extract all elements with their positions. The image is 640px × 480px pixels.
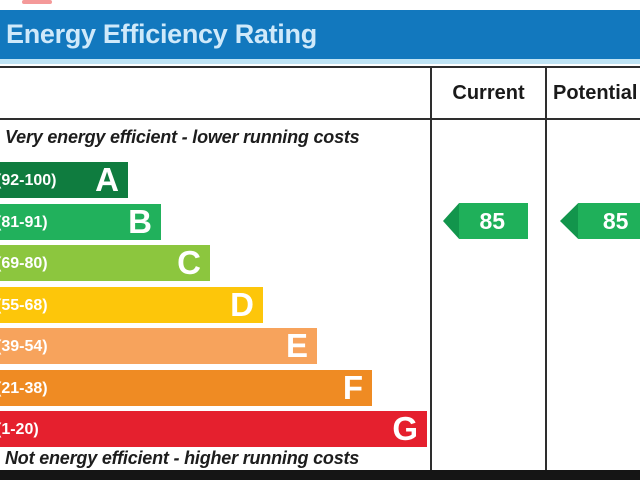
band-range-label: (1-20) bbox=[0, 421, 39, 438]
column-divider-potential bbox=[545, 66, 547, 470]
column-header-potential: Potential bbox=[553, 81, 638, 104]
column-header-current: Current bbox=[452, 81, 525, 104]
band-G: (1-20) G bbox=[0, 411, 427, 447]
band-range-label: (55-68) bbox=[0, 297, 48, 314]
band-letter: G bbox=[392, 410, 418, 447]
bottom-border-bar bbox=[0, 470, 640, 480]
band-letter: C bbox=[177, 244, 201, 281]
chart-title: Energy Efficiency Rating bbox=[6, 19, 317, 49]
band-range-label: (81-91) bbox=[0, 214, 48, 231]
band-range-label: (21-38) bbox=[0, 380, 48, 397]
title-bar: Energy Efficiency Rating bbox=[0, 10, 640, 59]
band-letter: B bbox=[128, 203, 152, 240]
title-bar-underline bbox=[0, 59, 640, 64]
band-D: (55-68) D bbox=[0, 287, 263, 323]
band-letter: E bbox=[285, 327, 308, 364]
band-range-label: (92-100) bbox=[0, 172, 57, 189]
potential-rating-arrow: 85 bbox=[560, 203, 640, 239]
band-A: (92-100) A bbox=[0, 162, 128, 198]
band-F: (21-38) F bbox=[0, 370, 372, 406]
potential-rating-value: 85 bbox=[602, 207, 629, 234]
band-C: (69-80) C bbox=[0, 245, 210, 281]
band-letter: D bbox=[230, 286, 254, 323]
column-divider-current bbox=[430, 66, 432, 470]
current-rating-arrow: 85 bbox=[443, 203, 528, 239]
current-rating-value: 85 bbox=[479, 207, 506, 234]
band-B: (81-91) B bbox=[0, 204, 161, 240]
band-range-label: (69-80) bbox=[0, 255, 48, 272]
top-edge-red-artifact bbox=[22, 0, 52, 4]
band-E: (39-54) E bbox=[0, 328, 317, 364]
band-letter: A bbox=[95, 161, 119, 198]
table-top-border bbox=[0, 66, 640, 68]
caption-very-efficient: Very energy efficient - lower running co… bbox=[5, 127, 360, 147]
band-range-label: (39-54) bbox=[0, 338, 48, 355]
header-bottom-border bbox=[0, 118, 640, 120]
caption-not-efficient: Not energy efficient - higher running co… bbox=[5, 448, 360, 468]
band-letter: F bbox=[342, 369, 363, 406]
